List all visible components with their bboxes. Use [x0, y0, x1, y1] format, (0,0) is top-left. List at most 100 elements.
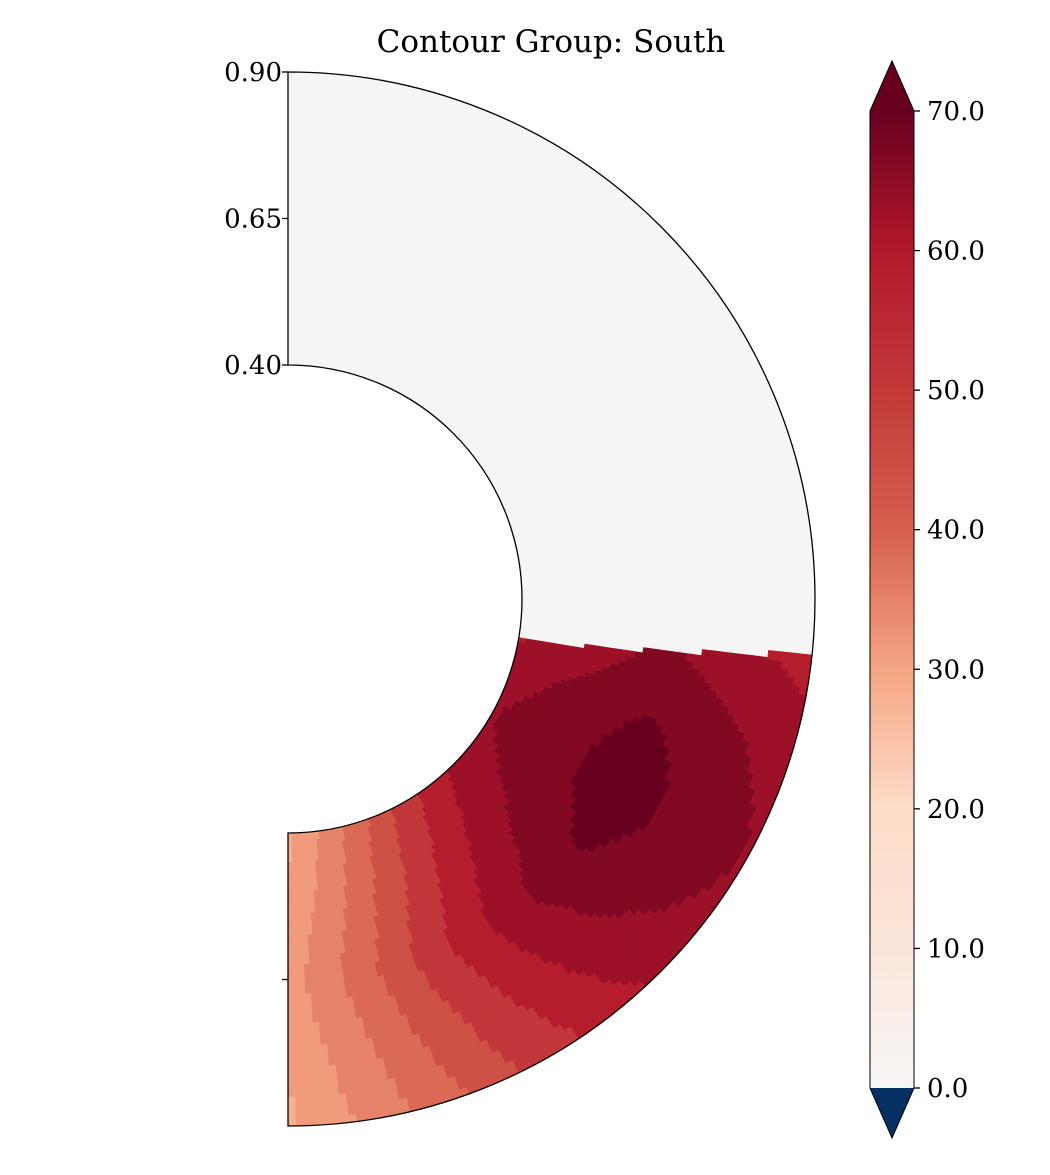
contour-cell — [421, 881, 431, 892]
contour-cell — [458, 755, 468, 765]
contour-cell — [511, 759, 522, 769]
contour-cell — [423, 838, 433, 849]
colorbar-tick-label: 50.0 — [927, 376, 985, 406]
contour-cell — [498, 765, 508, 775]
contour-cell — [514, 728, 525, 738]
contour-cell — [536, 717, 547, 727]
contour-cell — [441, 800, 451, 811]
contour-cell — [796, 653, 806, 665]
contour-cell — [423, 855, 433, 866]
contour-cell — [789, 652, 799, 664]
contour-cell — [403, 817, 412, 827]
contour-cell — [500, 724, 510, 733]
contour-cell — [361, 819, 369, 829]
contour-cell — [484, 735, 494, 745]
contour-cell — [434, 797, 443, 807]
contour-cell — [518, 735, 529, 745]
contour-cell — [499, 711, 509, 720]
contour-cell — [492, 760, 503, 770]
contour-cell — [409, 838, 419, 848]
contour-cell — [472, 739, 482, 749]
contour-cell — [380, 828, 388, 838]
contour-cell — [524, 691, 535, 699]
contour-cell — [433, 874, 444, 885]
contour-cell — [418, 874, 428, 885]
contour-cell — [449, 765, 458, 775]
contour-cell — [554, 731, 565, 741]
contour-cell — [469, 786, 479, 796]
contour-cell — [528, 718, 539, 727]
contour-cell — [527, 735, 537, 745]
contour-cell — [479, 741, 490, 751]
contour-cell — [463, 750, 473, 760]
contour-cell — [598, 645, 607, 654]
contour-cell — [456, 758, 466, 768]
contour-cell — [485, 720, 495, 729]
contour-cell — [671, 651, 681, 660]
contour-cell — [508, 725, 518, 734]
contour-cell — [490, 726, 500, 736]
contour-cell — [412, 811, 422, 821]
contour-cell — [430, 834, 440, 845]
contour-cell — [446, 778, 456, 788]
contour-cell — [539, 640, 549, 648]
contour-cell — [480, 775, 490, 785]
contour-cell — [438, 864, 448, 874]
contour-cell — [556, 727, 567, 737]
contour-cell — [443, 780, 453, 790]
contour-cell — [528, 701, 538, 709]
contour-cell — [474, 770, 484, 780]
contour-cell — [513, 715, 524, 724]
contour-cell — [634, 651, 644, 660]
contour-cell — [495, 757, 505, 767]
contour-cell — [479, 754, 489, 764]
contour-cell — [512, 745, 523, 755]
contour-cell — [455, 788, 465, 799]
contour-cell — [437, 821, 447, 832]
contour-cell — [427, 828, 436, 838]
contour-cell — [523, 742, 533, 752]
contour-cell — [401, 858, 410, 868]
contour-cell — [423, 822, 433, 832]
contour-cell — [518, 637, 527, 644]
contour-cell — [416, 842, 426, 853]
contour-cell — [656, 649, 666, 658]
contour-cell — [459, 805, 469, 815]
contour-cell — [515, 711, 525, 720]
contour-cell — [411, 870, 420, 880]
contour-cell — [374, 822, 382, 832]
contour-cell — [491, 711, 501, 720]
contour-cell — [612, 648, 622, 656]
contour-cell — [560, 880, 572, 892]
contour-cell — [411, 795, 420, 805]
contour-cell — [474, 760, 484, 769]
contour-cell — [495, 717, 505, 726]
contour-cell — [479, 764, 490, 774]
radial-axis: 0.90 0.65 0.40 — [224, 58, 288, 981]
contour-cell — [448, 804, 458, 814]
contour-cell — [426, 811, 435, 822]
contour-cell — [520, 701, 530, 710]
contour-cell — [413, 819, 422, 830]
contour-cell — [491, 750, 501, 759]
contour-cell — [415, 859, 425, 870]
contour-cell — [396, 812, 405, 822]
contour-cell — [537, 746, 548, 756]
contour-cell — [426, 870, 436, 881]
contour-cell — [414, 793, 423, 803]
contour-cell — [442, 853, 452, 863]
contour-cell — [526, 687, 536, 696]
contour-cell — [461, 773, 471, 783]
colorbar-tick-label: 70.0 — [927, 97, 985, 127]
contour-cell — [500, 708, 511, 717]
contour-cell — [524, 725, 535, 734]
contour-cell — [561, 749, 571, 760]
contour-cell — [437, 881, 447, 892]
contour-cell — [518, 705, 529, 713]
contour-cell — [522, 698, 532, 706]
contour-cell — [422, 872, 432, 883]
contour-cell — [386, 833, 395, 843]
contour-cell — [502, 721, 512, 730]
contour-cell — [454, 799, 464, 809]
contour-cell — [402, 808, 411, 819]
